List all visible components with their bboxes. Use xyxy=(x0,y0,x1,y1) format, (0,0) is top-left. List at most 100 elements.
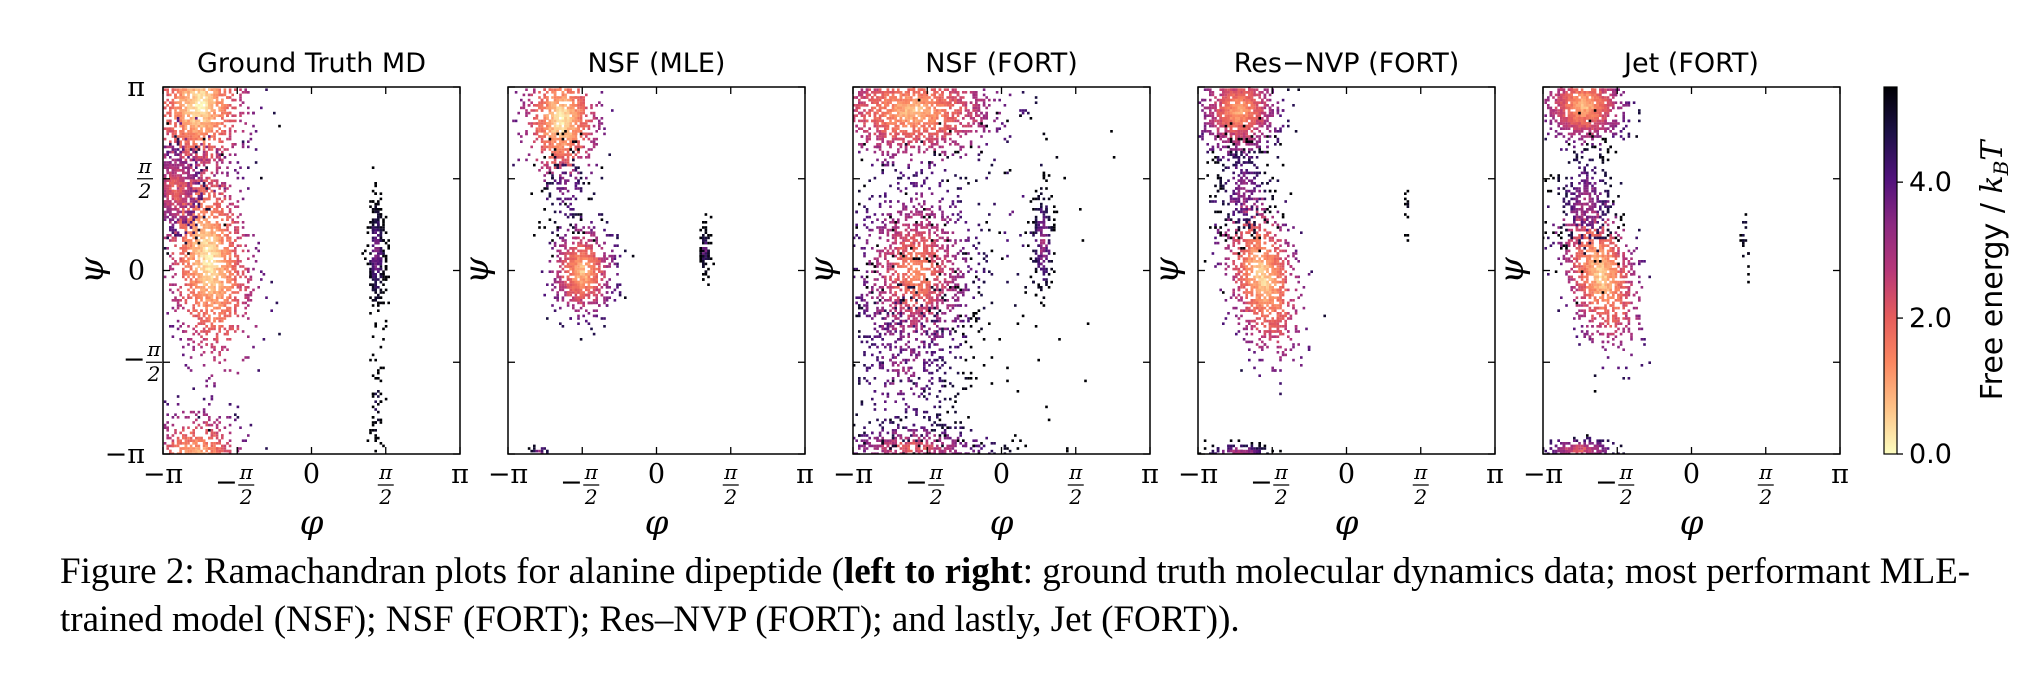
density-cell xyxy=(189,312,193,315)
density-cell xyxy=(189,436,193,440)
density-cell xyxy=(548,135,552,138)
density-cell xyxy=(600,260,604,263)
density-cell xyxy=(166,208,169,211)
density-cell xyxy=(566,278,570,281)
density-cell xyxy=(382,228,385,232)
density-cell xyxy=(210,447,214,450)
density-cell xyxy=(210,241,214,245)
density-cell xyxy=(611,249,614,253)
density-cell xyxy=(215,163,219,167)
density-cell xyxy=(200,176,203,180)
density-cell xyxy=(379,296,383,299)
density-cell xyxy=(566,163,570,167)
density-cell xyxy=(598,101,601,104)
density-cell xyxy=(603,265,606,268)
density-cell xyxy=(234,249,237,253)
density-cell xyxy=(374,392,377,396)
density-cell xyxy=(371,200,375,203)
density-cell xyxy=(184,218,188,221)
density-cell xyxy=(564,104,567,107)
density-cell xyxy=(179,158,182,162)
density-cell xyxy=(226,239,229,242)
density-cell xyxy=(197,106,201,110)
density-cell xyxy=(205,442,208,445)
density-cell xyxy=(374,283,377,286)
density-cell xyxy=(387,301,390,305)
density-cell xyxy=(228,278,232,281)
density-cell xyxy=(171,228,175,232)
density-cell xyxy=(561,122,565,125)
density-cell xyxy=(223,286,227,289)
density-cell xyxy=(234,418,237,422)
density-cell xyxy=(228,312,232,315)
density-cell xyxy=(189,130,193,133)
density-cell xyxy=(553,210,557,214)
density-cell xyxy=(551,127,554,130)
density-cell xyxy=(374,434,377,437)
density-cell xyxy=(579,130,583,133)
density-cell xyxy=(223,312,227,315)
density-cell xyxy=(239,166,242,169)
density-cell xyxy=(218,353,221,357)
density-cell xyxy=(171,150,175,154)
density-cell xyxy=(184,88,188,91)
density-cell xyxy=(215,340,219,344)
density-cell xyxy=(184,91,188,94)
density-cell xyxy=(163,145,167,149)
density-cell xyxy=(205,429,208,432)
density-cell xyxy=(169,205,172,208)
density-cell xyxy=(566,91,570,94)
density-cell xyxy=(577,130,580,133)
density-cell xyxy=(195,325,198,328)
density-cell xyxy=(169,122,172,125)
density-cell xyxy=(556,114,559,117)
density-cell xyxy=(520,140,523,143)
density-cell xyxy=(210,374,214,377)
density-cell xyxy=(533,132,536,136)
density-cell xyxy=(202,169,206,172)
density-cell xyxy=(213,135,216,138)
density-cell xyxy=(184,434,188,437)
density-cell xyxy=(226,252,229,255)
density-cell xyxy=(182,210,185,214)
density-cell xyxy=(569,132,572,136)
density-cell xyxy=(179,439,182,442)
density-cell xyxy=(192,270,195,273)
density-cell xyxy=(192,234,195,237)
density-cell xyxy=(587,322,591,325)
density-cell xyxy=(556,119,559,123)
density-cell xyxy=(572,267,575,271)
density-cell xyxy=(548,145,552,149)
density-cell xyxy=(374,182,377,185)
density-cell xyxy=(559,280,562,284)
density-cell xyxy=(561,93,565,97)
density-cell xyxy=(374,296,377,299)
density-cell xyxy=(205,301,208,305)
density-cell xyxy=(192,257,195,260)
density-cell xyxy=(166,247,169,250)
density-cell xyxy=(226,275,229,279)
density-cell xyxy=(202,153,206,156)
density-cell xyxy=(598,244,601,247)
density-cell xyxy=(176,117,180,120)
density-cell xyxy=(189,239,193,242)
density-cell xyxy=(254,325,258,328)
density-cell xyxy=(369,312,372,315)
density-cell xyxy=(210,210,214,214)
density-cell xyxy=(184,447,188,450)
density-cell xyxy=(543,127,546,130)
density-cell xyxy=(600,117,604,120)
density-cell xyxy=(247,317,250,320)
density-cell xyxy=(218,114,221,117)
density-cell xyxy=(608,296,611,299)
density-cell xyxy=(192,291,195,294)
density-cell xyxy=(223,223,227,227)
density-cell xyxy=(564,234,567,237)
density-cell xyxy=(197,265,201,268)
density-cell xyxy=(197,286,201,289)
density-cell xyxy=(374,325,377,328)
density-cell xyxy=(605,221,609,224)
density-cell xyxy=(590,252,593,255)
density-cell xyxy=(169,449,172,453)
density-cell xyxy=(223,148,227,151)
